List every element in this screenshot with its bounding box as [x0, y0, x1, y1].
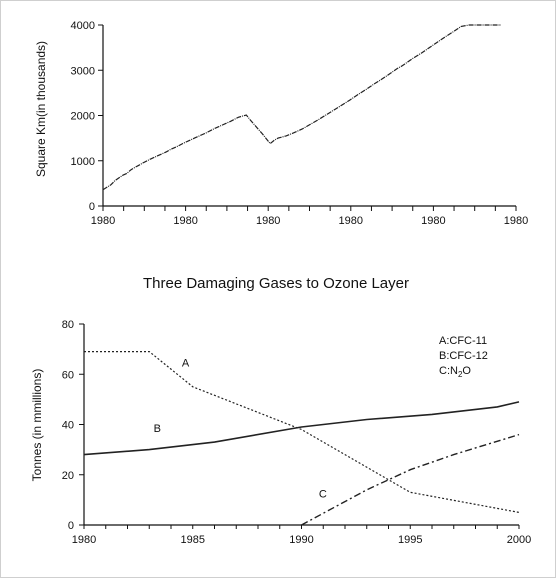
top-series-line: [102, 24, 501, 191]
bottom-chart-title: Three Damaging Gases to Ozone Layer: [143, 275, 409, 292]
top-x-tick-label: 1980: [256, 215, 280, 227]
top-y-tick-label: 2000: [71, 111, 95, 123]
bottom-y-tick-label: 0: [68, 520, 74, 532]
top-x-tick-label: 1980: [173, 215, 197, 227]
series-line-c: [301, 433, 520, 526]
series-label-b: B: [154, 423, 161, 435]
bottom-y-tick-label: 60: [62, 369, 74, 381]
series-label-c: C: [319, 488, 327, 500]
bottom-x-tick-label: 1990: [289, 534, 313, 546]
bottom-x-tick-label: 1985: [181, 534, 205, 546]
top-y-tick-label: 1000: [71, 156, 95, 168]
legend-item-a: A:CFC-11: [439, 335, 487, 347]
top-y-tick-label: 3000: [71, 65, 95, 77]
top-ylabel: Square Km(in thousands): [34, 41, 48, 177]
bottom-ylabel: Tonnes (in mmillions): [30, 369, 44, 482]
series-line-b: [83, 401, 520, 456]
top-x-tick-label: 1980: [91, 215, 115, 227]
top-x-tick-label: 1980: [339, 215, 363, 227]
top-chart: Square Km(in thousands) 0 1000 2000 3000 400…: [34, 20, 528, 227]
top-y-tick-label: 4000: [71, 20, 95, 32]
legend-item-b: B:CFC-12: [439, 350, 488, 362]
bottom-y-tick-label: 20: [62, 470, 74, 482]
legend-item-c: C:N2O: [439, 365, 471, 379]
top-x-tick-label: 1980: [421, 215, 445, 227]
bottom-x-tick-label: 2000: [507, 534, 531, 546]
bottom-x-tick-label: 1995: [398, 534, 422, 546]
bottom-x-tick-label: 1980: [72, 534, 96, 546]
bottom-y-tick-label: 80: [62, 319, 74, 331]
top-y-tick-label: 0: [89, 201, 95, 213]
bottom-chart: Three Damaging Gases to Ozone Layer Tonn…: [30, 275, 531, 546]
top-x-tick-label: 1980: [504, 215, 528, 227]
bottom-y-tick-label: 40: [62, 420, 74, 432]
series-label-a: A: [182, 358, 190, 370]
